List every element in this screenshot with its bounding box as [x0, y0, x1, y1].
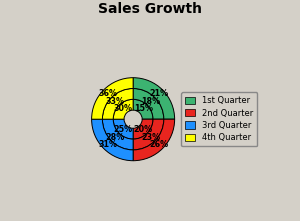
Text: 31%: 31%: [98, 140, 117, 149]
Text: 21%: 21%: [149, 89, 168, 98]
Text: 23%: 23%: [141, 133, 160, 142]
Wedge shape: [133, 99, 153, 119]
Text: 25%: 25%: [113, 125, 132, 134]
Text: 30%: 30%: [113, 105, 132, 113]
Wedge shape: [133, 78, 175, 119]
Wedge shape: [133, 119, 175, 161]
Text: 20%: 20%: [134, 125, 153, 134]
Wedge shape: [102, 119, 133, 150]
Wedge shape: [133, 88, 164, 119]
Text: 36%: 36%: [98, 89, 117, 98]
Text: 33%: 33%: [106, 97, 125, 106]
Text: 26%: 26%: [149, 140, 168, 149]
Text: Sales Growth: Sales Growth: [98, 2, 202, 16]
Wedge shape: [133, 119, 164, 150]
Text: 28%: 28%: [106, 133, 125, 142]
Text: 15%: 15%: [134, 105, 153, 113]
Legend: 1st Quarter, 2nd Quarter, 3rd Quarter, 4th Quarter: 1st Quarter, 2nd Quarter, 3rd Quarter, 4…: [181, 92, 257, 146]
Wedge shape: [92, 119, 133, 161]
Wedge shape: [133, 119, 153, 139]
Text: 18%: 18%: [141, 97, 160, 106]
Wedge shape: [113, 119, 133, 139]
Wedge shape: [113, 99, 133, 119]
Wedge shape: [92, 78, 133, 119]
Wedge shape: [102, 88, 133, 119]
